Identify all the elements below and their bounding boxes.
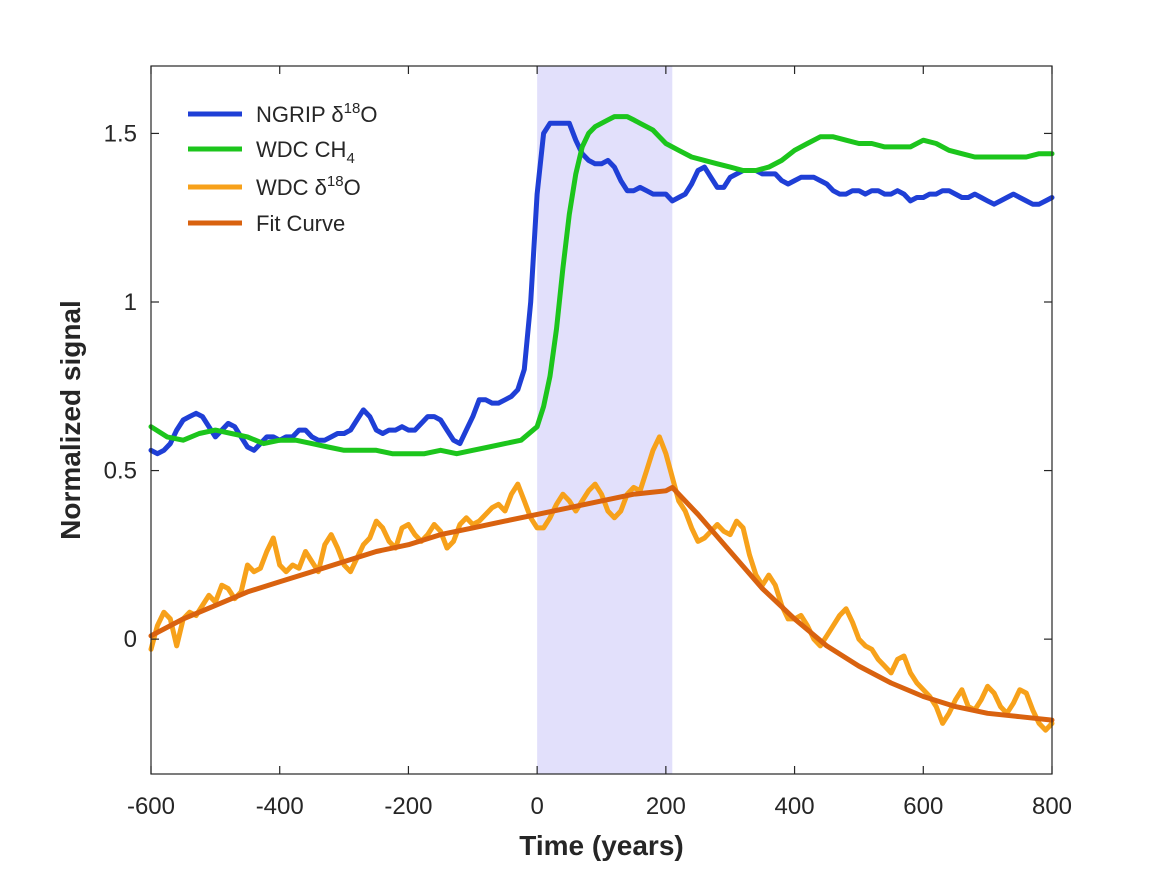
legend: NGRIP δ18O WDC CH4 WDC δ18O Fit Curve (188, 100, 377, 236)
x-tick-label: 400 (775, 793, 815, 820)
x-tick-label: 200 (646, 793, 686, 820)
series-line-fit-curve (148, 484, 1055, 723)
y-tick-label: 0.5 (104, 458, 137, 485)
x-tick-label: 0 (530, 793, 543, 820)
series-line-wdc-ch4 (148, 114, 1055, 457)
y-tick-label: 1 (124, 289, 137, 316)
legend-ngrip-main: NGRIP δ (256, 102, 344, 127)
x-tick-label: -200 (384, 793, 432, 820)
legend-wdc-sup: 18 (327, 173, 344, 190)
x-tick-label: 600 (903, 793, 943, 820)
x-tick-label: -400 (256, 793, 304, 820)
x-axis-label: Time (years) (519, 830, 683, 861)
y-tick-label: 0 (124, 626, 137, 653)
legend-label-ngrip-d18o: NGRIP δ18O (256, 100, 377, 127)
x-tick-label: -600 (127, 793, 175, 820)
series-line-ngrip-d18o (148, 120, 1055, 457)
shaded-region (537, 66, 673, 774)
plot-area-border (150, 65, 1053, 775)
y-tick-label: 1.5 (104, 120, 137, 147)
legend-ngrip-end: O (360, 102, 377, 127)
shaded-region-layer (537, 66, 673, 774)
legend-label-wdc-d18o: WDC δ18O (256, 173, 361, 200)
y-axis-label: Normalized signal (55, 300, 86, 540)
legend-label-fit-curve: Fit Curve (256, 211, 345, 236)
legend-wdc-main: WDC δ (256, 175, 327, 200)
legend-ch4-main: WDC CH (256, 137, 346, 162)
tick-layer: -600 -400 -200 0 200 400 600 800 0 0.5 1 1.5 (104, 66, 1072, 820)
legend-wdc-end: O (344, 175, 361, 200)
legend-ngrip-sup: 18 (344, 100, 361, 117)
series-line-wdc-d18o (148, 434, 1055, 733)
x-tick-label: 800 (1032, 793, 1072, 820)
legend-label-wdc-ch4: WDC CH4 (256, 137, 355, 167)
series-layer (148, 114, 1055, 733)
legend-ch4-sub: 4 (346, 150, 354, 167)
